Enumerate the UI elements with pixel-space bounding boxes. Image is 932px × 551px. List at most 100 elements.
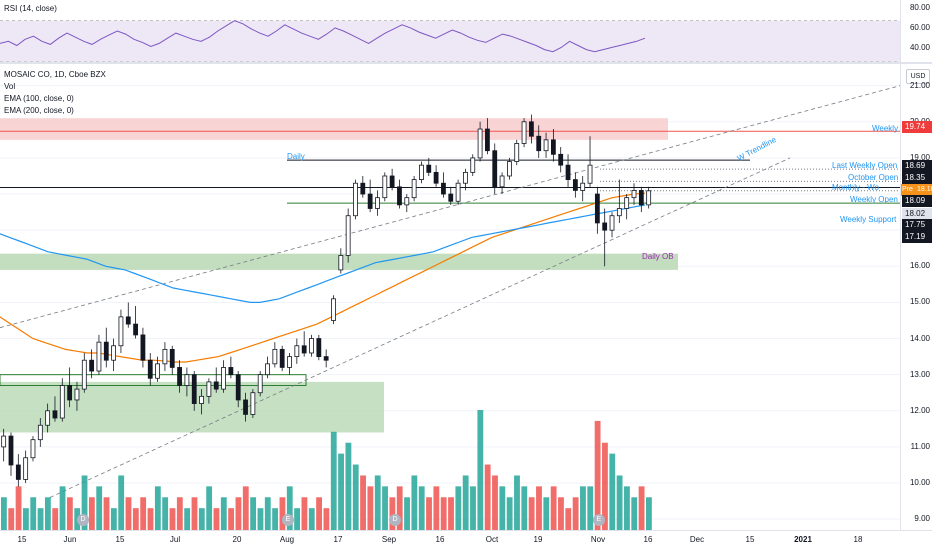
candle-body — [558, 153, 564, 166]
volume-bar — [470, 486, 476, 530]
volume-bar — [272, 508, 279, 530]
volume-bar — [184, 508, 191, 530]
volume-bar — [609, 453, 616, 530]
earnings-marker[interactable]: E — [282, 514, 294, 526]
candle-body — [213, 381, 219, 390]
volume-bar — [389, 497, 396, 530]
price-tag: 18.35 — [902, 172, 932, 184]
volume-bar — [528, 497, 535, 530]
volume-bar — [316, 497, 322, 530]
price-tag: 17.75 — [902, 219, 932, 231]
price-scale[interactable]: USD 21.0020.0019.0018.0017.0016.0015.001… — [900, 64, 932, 530]
weekly-support-note: Weekly Support — [840, 215, 897, 224]
earnings-marker[interactable]: E — [593, 514, 605, 526]
rsi-legend: RSI (14, close) — [4, 4, 57, 13]
price-tick-label: 13.00 — [909, 369, 930, 379]
price-tick-label: 21.00 — [909, 80, 930, 90]
candle-body — [411, 179, 417, 199]
time-axis[interactable]: 15 Jun 15 Jul 20 Aug 17 Sep 16 Oct 19 Nov 16 Dec 15 202… — [0, 530, 932, 551]
candle-body — [287, 356, 292, 368]
price-tag: 18.18 — [917, 184, 932, 196]
candle-body — [580, 182, 586, 191]
volume-bar — [382, 486, 388, 530]
dividend-marker[interactable]: D — [389, 514, 401, 526]
time-tick-label: 15 — [115, 535, 125, 544]
volume-bar — [631, 497, 638, 530]
candle-body — [1, 435, 7, 448]
candle-body — [455, 182, 461, 202]
candle-body — [550, 139, 556, 155]
candle-body — [103, 341, 109, 361]
time-tick-label: Jun — [63, 535, 77, 544]
volume-bar — [374, 475, 381, 530]
candle-body — [419, 164, 424, 180]
volume-bar — [286, 486, 293, 530]
volume-bar — [594, 420, 601, 530]
candle-body — [257, 374, 263, 394]
time-tick-label: 2021 — [794, 535, 812, 544]
volume-bar — [550, 486, 557, 530]
rsi-scale[interactable]: 80.00 60.00 40.00 — [900, 0, 932, 62]
rsi-band — [0, 20, 900, 63]
price-tag: 18.09 — [902, 195, 932, 207]
candle-body — [162, 348, 168, 365]
candle-body — [485, 128, 490, 152]
time-tick-label: 16 — [435, 535, 445, 544]
candle-body — [37, 424, 43, 441]
volume-bar — [440, 497, 447, 530]
rsi-tick-label: 80.00 — [909, 3, 930, 12]
candle-body — [499, 175, 505, 188]
candle-body — [111, 345, 117, 361]
ema200-line — [0, 192, 646, 363]
price-tag: 17.19 — [902, 231, 932, 243]
volume-bar — [198, 508, 205, 530]
candle-body — [221, 367, 226, 390]
price-pane[interactable]: MOSAIC CO, 1D, Cboe BZX Vol EMA (100, cl… — [0, 64, 901, 530]
candle-body — [294, 345, 300, 358]
candle-body — [382, 175, 388, 199]
weekly-note: Weekly — [872, 124, 899, 133]
candle-body — [646, 190, 652, 206]
resistance-zone — [0, 118, 668, 140]
dividend-marker[interactable]: D — [77, 514, 89, 526]
pane-separator[interactable] — [0, 62, 932, 64]
volume-bar — [220, 497, 227, 530]
volume-bar — [15, 486, 22, 530]
volume-legend: Vol — [4, 82, 16, 91]
candle-body — [23, 457, 29, 480]
time-tick-label: Aug — [279, 535, 295, 544]
symbol-legend: MOSAIC CO, 1D, Cboe BZX — [4, 70, 106, 79]
volume-bar — [411, 475, 418, 530]
candle-body — [536, 135, 542, 152]
volume-bar — [448, 497, 454, 530]
candle-body — [301, 345, 307, 354]
weekly-open-note: Weekly Open — [850, 195, 898, 204]
time-tick-label: Nov — [590, 535, 606, 544]
candle-body — [477, 128, 483, 159]
volume-bar — [118, 475, 125, 530]
volume-bar — [536, 486, 542, 530]
candle-body — [206, 381, 212, 397]
volume-bar — [462, 475, 469, 530]
volume-bar — [338, 453, 344, 530]
candle-body — [353, 182, 358, 217]
currency-button[interactable]: USD — [906, 69, 930, 84]
price-tick-label: 12.00 — [909, 405, 930, 415]
candle-body — [441, 182, 446, 195]
volume-bar — [88, 497, 95, 530]
rsi-pane[interactable]: RSI (14, close) — [0, 0, 900, 63]
volume-bar — [602, 442, 608, 530]
candle-body — [316, 338, 322, 358]
rsi-line — [0, 20, 646, 53]
volume-bar — [418, 486, 425, 530]
october-open-note: October Open — [848, 173, 899, 182]
candle-body — [331, 298, 336, 321]
candle-body — [397, 186, 402, 206]
candle-body — [323, 356, 329, 361]
volume-bar — [294, 508, 301, 530]
ema100-line — [0, 204, 646, 303]
volume-bar — [250, 497, 257, 530]
volume-bar — [646, 497, 652, 530]
price-tick-label: 16.00 — [909, 261, 930, 271]
candle-body — [338, 255, 344, 271]
